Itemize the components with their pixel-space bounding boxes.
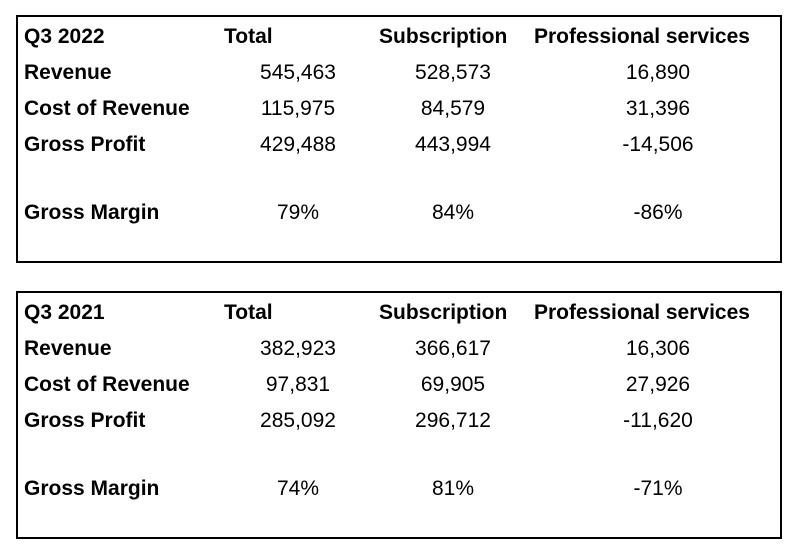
gross-margin-subscription: 84% <box>431 201 475 224</box>
row-label-gross-profit: Gross Profit <box>24 133 146 156</box>
header-total: Total <box>224 25 273 48</box>
cost-of-revenue-subscription: 69,905 <box>420 373 486 396</box>
cost-of-revenue-subscription: 84,579 <box>420 97 486 120</box>
gross-profit-subscription: 443,994 <box>415 133 491 156</box>
gross-profit-subscription: 296,712 <box>415 409 491 432</box>
gross-profit-total: 285,092 <box>260 409 336 432</box>
row-label-cost-of-revenue: Cost of Revenue <box>24 373 190 396</box>
gross-margin-subscription: 81% <box>431 477 475 500</box>
cost-of-revenue-professional-services: 27,926 <box>625 373 691 396</box>
row-label-gross-profit: Gross Profit <box>24 409 146 432</box>
revenue-subscription: 528,573 <box>415 61 491 84</box>
gross-profit-professional-services: -14,506 <box>622 133 694 156</box>
header-professional-services: Professional services <box>534 25 750 48</box>
cost-of-revenue-total: 97,831 <box>265 373 331 396</box>
header-total: Total <box>224 301 273 324</box>
revenue-professional-services: 16,306 <box>625 337 691 360</box>
revenue-subscription: 366,617 <box>415 337 491 360</box>
row-label-gross-margin: Gross Margin <box>24 477 160 500</box>
cost-of-revenue-total: 115,975 <box>260 97 336 120</box>
gross-margin-professional-services: -86% <box>633 201 683 224</box>
header-subscription: Subscription <box>379 25 508 48</box>
gross-margin-professional-services: -71% <box>633 477 683 500</box>
revenue-professional-services: 16,890 <box>625 61 691 84</box>
row-label-gross-margin: Gross Margin <box>24 201 160 224</box>
header-professional-services: Professional services <box>534 301 750 324</box>
row-label-revenue: Revenue <box>24 61 112 84</box>
cost-of-revenue-professional-services: 31,396 <box>625 97 691 120</box>
row-label-cost-of-revenue: Cost of Revenue <box>24 97 190 120</box>
period-label: Q3 2022 <box>24 25 105 48</box>
gross-margin-total: 79% <box>276 201 320 224</box>
q3-2022-table: Q3 2022 Total Subscription Professional … <box>16 15 782 263</box>
period-label: Q3 2021 <box>24 301 105 324</box>
header-subscription: Subscription <box>379 301 508 324</box>
row-label-revenue: Revenue <box>24 337 112 360</box>
revenue-total: 545,463 <box>260 61 336 84</box>
gross-profit-total: 429,488 <box>260 133 336 156</box>
gross-margin-total: 74% <box>276 477 320 500</box>
gross-profit-professional-services: -11,620 <box>623 409 693 432</box>
q3-2021-table: Q3 2021 Total Subscription Professional … <box>16 291 782 539</box>
revenue-total: 382,923 <box>260 337 336 360</box>
